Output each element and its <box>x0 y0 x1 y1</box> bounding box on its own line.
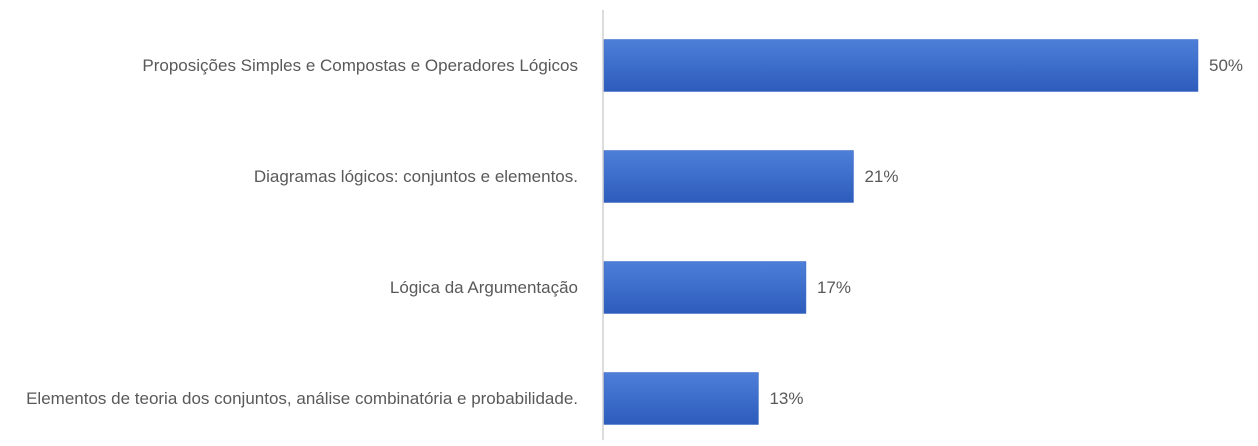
bar <box>603 261 807 314</box>
value-label: 17% <box>816 277 851 297</box>
bar <box>603 150 854 203</box>
bar <box>603 372 759 425</box>
category-label: Diagramas lógicos: conjuntos e elementos… <box>253 166 578 186</box>
value-label: 21% <box>864 166 899 186</box>
bar <box>603 39 1199 92</box>
value-label: 50% <box>1209 55 1244 75</box>
category-label: Lógica da Argumentação <box>389 277 578 297</box>
category-label: Proposições Simples e Compostas e Operad… <box>142 55 578 75</box>
category-label: Elementos de teoria dos conjuntos, análi… <box>26 388 578 408</box>
value-label: 13% <box>769 388 804 408</box>
